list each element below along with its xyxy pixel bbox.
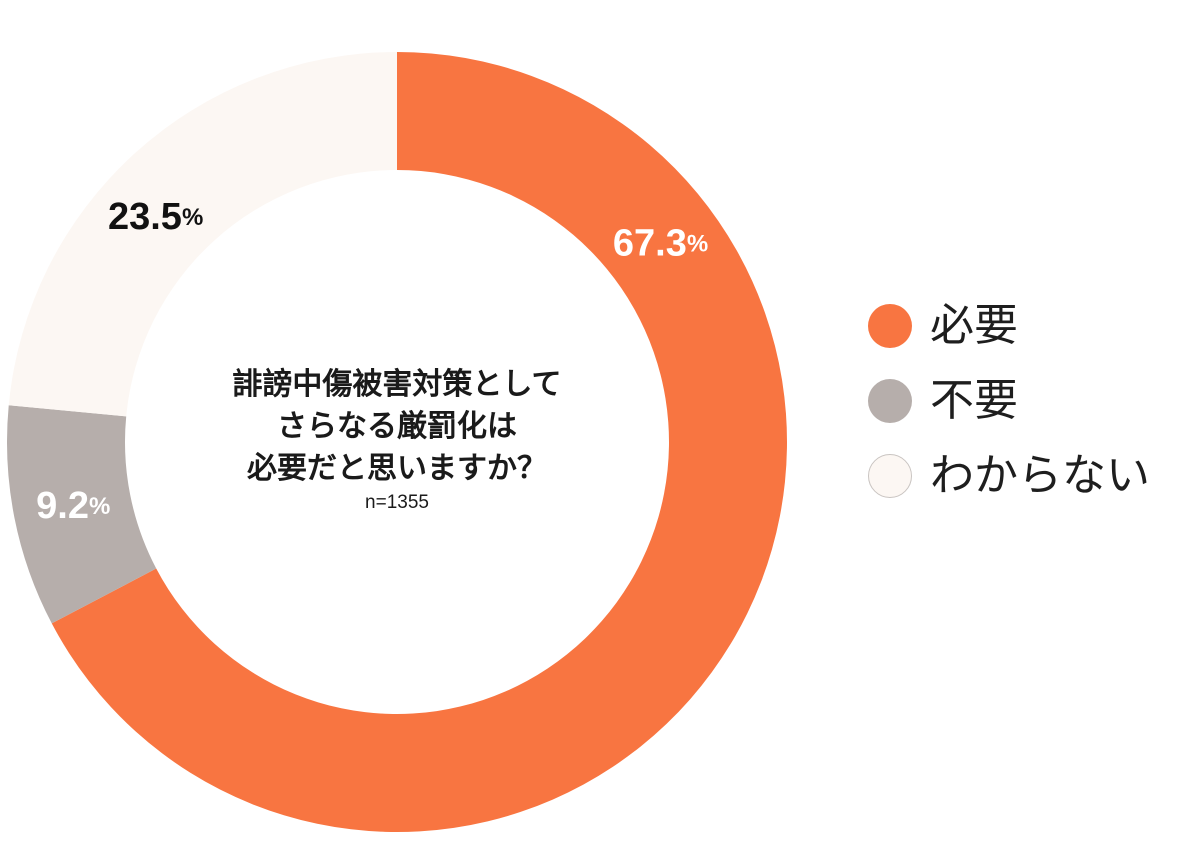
donut-value-labels: 67.3%9.2%23.5% [36, 196, 708, 527]
value-number-unnecessary: 9.2 [36, 485, 89, 527]
slice-necessary [51, 52, 787, 832]
legend-label-necessary: 必要 [930, 300, 1018, 350]
slice-unnecessary [7, 405, 157, 624]
legend-item-unnecessary: 不要 [868, 363, 1188, 438]
chart-question: 誹謗中傷被害対策として さらなる厳罰化は 必要だと思いますか？ n=1355 [147, 364, 647, 516]
legend-label-unnecessary: 不要 [930, 375, 1018, 425]
sample-size: n=1355 [365, 492, 429, 513]
slice-dont-know [8, 52, 397, 417]
donut-chart: 67.3%9.2%23.5% [7, 52, 787, 832]
legend-swatch-dont-know [868, 453, 912, 498]
donut-slices [7, 52, 787, 832]
question-line-3: 必要だと思いますか？ [247, 452, 547, 485]
value-unit-necessary: % [687, 230, 708, 257]
legend-item-dont-know: わからない [868, 438, 1188, 513]
value-number-dont-know: 23.5 [108, 196, 182, 238]
value-label-necessary: 67.3% [613, 222, 708, 264]
question-line-1: 誹謗中傷被害対策として [232, 368, 562, 401]
value-label-unnecessary: 9.2% [36, 485, 110, 527]
value-unit-unnecessary: % [89, 492, 110, 519]
legend-swatch-unnecessary [868, 378, 912, 423]
legend: 必要 不要 わからない [868, 288, 1188, 513]
question-line-2: さらなる厳罰化は [277, 410, 517, 443]
legend-item-necessary: 必要 [868, 288, 1188, 363]
legend-label-dont-know: わからない [930, 450, 1150, 500]
legend-swatch-necessary [868, 303, 912, 348]
value-label-dont-know: 23.5% [108, 196, 203, 238]
value-unit-dont-know: % [182, 203, 203, 230]
value-number-necessary: 67.3 [613, 222, 687, 264]
